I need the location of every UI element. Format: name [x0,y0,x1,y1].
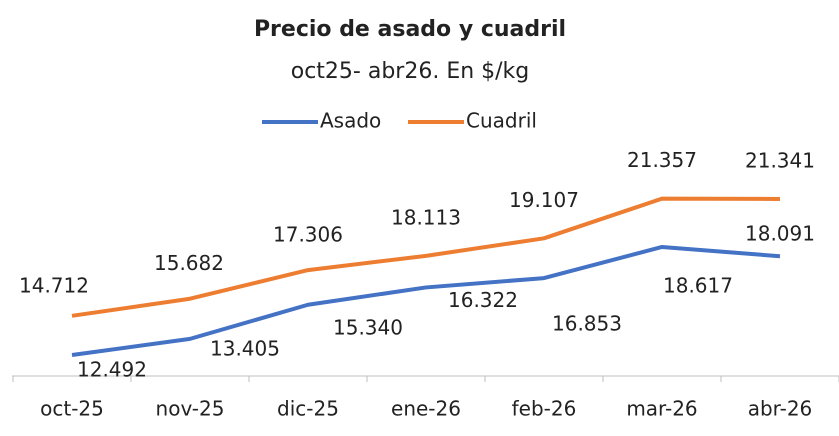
x-tick-label: abr-26 [748,397,813,421]
legend-label: Cuadril [466,109,537,133]
data-label: 18.091 [745,222,815,246]
data-label: 16.322 [448,288,518,312]
x-tick-label: feb-26 [512,397,577,421]
data-label: 15.340 [333,315,403,339]
data-label: 15.682 [154,251,224,275]
data-label: 12.492 [77,357,147,381]
x-tick-label: ene-26 [391,397,461,421]
x-tick-label: oct-25 [40,397,104,421]
series-line [71,244,781,357]
data-label: 21.357 [627,148,697,172]
data-label: 21.341 [745,148,815,172]
x-tick-label: nov-25 [156,397,225,421]
chart-subtitle: oct25- abr26. En $/kg [291,59,530,84]
data-label: 13.405 [210,336,280,360]
data-label: 16.853 [552,312,622,336]
data-label: 14.712 [19,273,89,297]
chart-title: Precio de asado y cuadril [254,17,566,42]
data-label: 19.107 [509,188,579,212]
data-label: 17.306 [273,223,343,247]
legend-label: Asado [320,109,381,133]
x-tick-label: dic-25 [277,397,339,421]
x-tick-label: mar-26 [626,397,697,421]
data-label: 18.617 [663,273,733,297]
series-line [71,196,781,318]
data-label: 18.113 [391,205,461,229]
